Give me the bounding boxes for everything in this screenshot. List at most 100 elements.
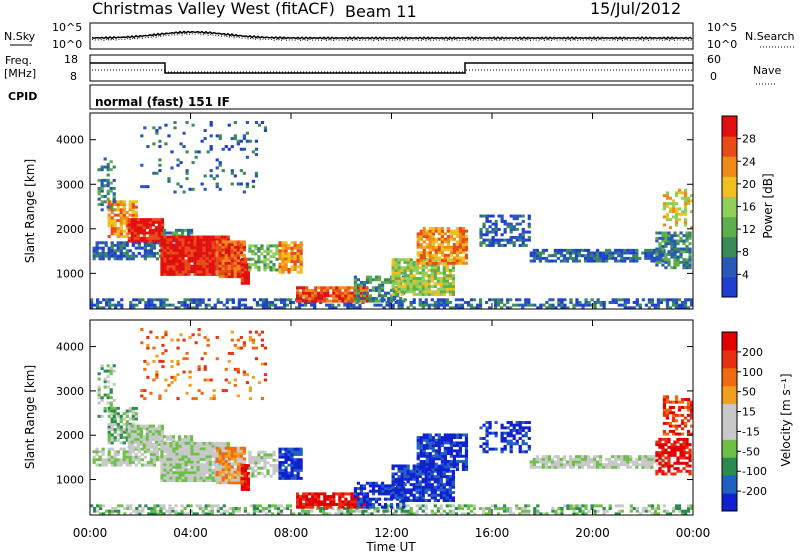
heatmap-cell bbox=[332, 299, 336, 303]
heatmap-cell bbox=[662, 509, 667, 513]
heatmap-cell bbox=[421, 292, 425, 296]
heatmap-cell bbox=[183, 303, 187, 307]
heatmap-cell bbox=[132, 303, 136, 307]
heatmap-cell bbox=[108, 298, 112, 302]
heatmap-cell bbox=[112, 200, 116, 204]
heatmap-cell bbox=[653, 259, 657, 263]
heatmap-cell bbox=[464, 446, 469, 450]
heatmap-cell bbox=[577, 251, 582, 255]
heatmap-cell bbox=[457, 507, 462, 510]
heatmap-cell bbox=[162, 512, 166, 516]
heatmap-cell bbox=[205, 251, 209, 255]
heatmap-cell bbox=[205, 460, 209, 464]
heatmap-cell bbox=[575, 504, 579, 508]
heatmap-cell bbox=[176, 182, 180, 186]
heatmap-cell bbox=[284, 254, 288, 258]
heatmap-cell bbox=[451, 287, 455, 291]
heatmap-cell bbox=[448, 306, 452, 310]
heatmap-cell bbox=[458, 243, 463, 247]
heatmap-cell bbox=[202, 243, 206, 247]
heatmap-cell bbox=[269, 265, 273, 269]
heatmap-cell bbox=[233, 449, 237, 453]
heatmap-cell bbox=[416, 232, 420, 236]
heatmap-cell bbox=[165, 437, 170, 441]
heatmap-cell bbox=[193, 476, 197, 480]
heatmap-cell bbox=[568, 256, 573, 260]
heatmap-cell bbox=[227, 248, 231, 252]
heatmap-cell bbox=[218, 267, 222, 271]
freq-tick-top: 18 bbox=[64, 53, 78, 66]
heatmap-cell bbox=[175, 235, 179, 239]
heatmap-cell bbox=[236, 245, 240, 249]
heatmap-cell bbox=[433, 469, 437, 473]
heatmap-cell bbox=[171, 303, 175, 307]
heatmap-cell bbox=[515, 423, 519, 427]
heatmap-cell bbox=[304, 303, 308, 307]
heatmap-cell bbox=[130, 427, 134, 431]
heatmap-cell bbox=[458, 256, 463, 260]
heatmap-cell bbox=[661, 247, 665, 251]
heatmap-cell bbox=[151, 427, 156, 431]
heatmap-cell bbox=[533, 512, 537, 516]
heatmap-cell bbox=[172, 444, 176, 448]
heatmap-cell bbox=[314, 291, 318, 295]
heatmap-cell bbox=[111, 512, 115, 516]
heatmap-cell bbox=[139, 437, 143, 441]
heatmap-cell bbox=[305, 505, 309, 509]
heatmap-cell bbox=[446, 240, 450, 244]
heatmap-cell bbox=[218, 275, 222, 279]
heatmap-cell bbox=[290, 452, 294, 456]
heatmap-cell bbox=[211, 259, 215, 263]
heatmap-cell bbox=[302, 497, 306, 501]
heatmap-cell bbox=[134, 205, 138, 209]
heatmap-cell bbox=[192, 512, 196, 516]
heatmap-cell bbox=[255, 504, 260, 508]
heatmap-cell bbox=[425, 251, 429, 255]
heatmap-cell bbox=[532, 248, 536, 252]
heatmap-cell bbox=[317, 296, 321, 300]
heatmap-cell bbox=[220, 238, 224, 242]
heatmap-cell bbox=[155, 447, 160, 451]
heatmap-cell bbox=[155, 455, 160, 459]
heatmap-cell bbox=[665, 509, 670, 513]
heatmap-cell bbox=[199, 262, 203, 266]
heatmap-cell bbox=[223, 238, 227, 242]
heatmap-cell bbox=[350, 294, 354, 298]
heatmap-cell bbox=[187, 476, 191, 480]
heatmap-cell bbox=[224, 259, 228, 263]
heatmap-cell bbox=[419, 237, 423, 241]
heatmap-cell bbox=[539, 303, 543, 307]
heatmap-cell bbox=[243, 464, 247, 467]
heatmap-cell bbox=[148, 234, 152, 238]
heatmap-cell bbox=[175, 463, 179, 467]
heatmap-cell bbox=[430, 483, 434, 487]
heatmap-cell bbox=[128, 455, 132, 459]
heatmap-cell bbox=[635, 303, 639, 307]
heatmap-cell bbox=[190, 238, 194, 242]
heatmap-cell bbox=[205, 479, 209, 483]
heatmap-cell bbox=[391, 475, 395, 479]
heatmap-cell bbox=[448, 475, 452, 479]
heatmap-cell bbox=[623, 303, 627, 307]
heatmap-cell bbox=[183, 300, 187, 304]
heatmap-cell bbox=[287, 243, 291, 247]
heatmap-cell bbox=[683, 191, 688, 195]
heatmap-cell bbox=[551, 509, 555, 513]
heatmap-cell bbox=[110, 241, 114, 245]
heatmap-cell bbox=[96, 509, 100, 513]
heatmap-cell bbox=[290, 246, 294, 250]
heatmap-cell bbox=[647, 509, 651, 513]
heatmap-cell bbox=[222, 504, 226, 508]
heatmap-cell bbox=[296, 468, 300, 472]
heatmap-cell bbox=[446, 446, 450, 450]
heatmap-cell bbox=[593, 303, 597, 307]
heatmap-cell bbox=[215, 481, 219, 485]
heatmap-cell bbox=[434, 457, 438, 461]
heatmap-cell bbox=[335, 294, 339, 298]
heatmap-cell bbox=[204, 507, 208, 510]
heatmap-cell bbox=[412, 290, 416, 294]
heatmap-cell bbox=[686, 507, 691, 510]
heatmap-cell bbox=[119, 414, 123, 418]
heatmap-cell bbox=[150, 512, 154, 516]
heatmap-cell bbox=[136, 236, 140, 240]
